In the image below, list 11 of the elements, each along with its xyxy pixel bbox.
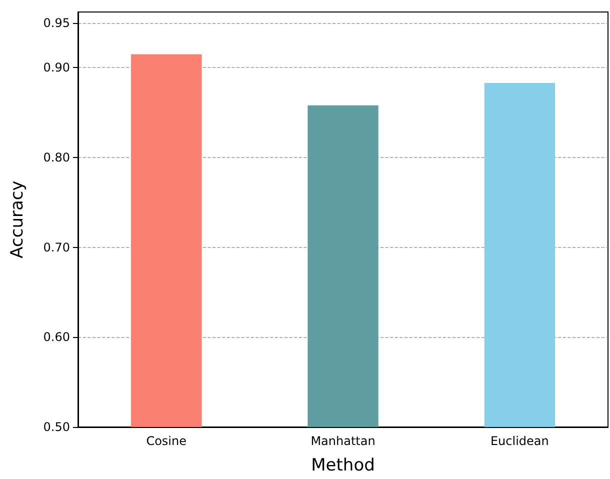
y-tick-label: 0.90 (43, 60, 70, 75)
y-tick-label: 0.80 (43, 150, 70, 165)
x-tick-label: Manhattan (310, 434, 376, 448)
y-tick-label: 0.60 (43, 330, 70, 344)
y-tick-label: 0.50 (43, 420, 70, 434)
y-tick-label: 0.70 (43, 240, 70, 254)
x-tick-label: Cosine (146, 434, 186, 448)
x-axis-title: Method (311, 456, 375, 476)
x-tick-label: Euclidean (490, 434, 549, 448)
y-tick-label: 0.95 (43, 16, 70, 30)
y-axis-title: Accuracy (8, 180, 28, 258)
